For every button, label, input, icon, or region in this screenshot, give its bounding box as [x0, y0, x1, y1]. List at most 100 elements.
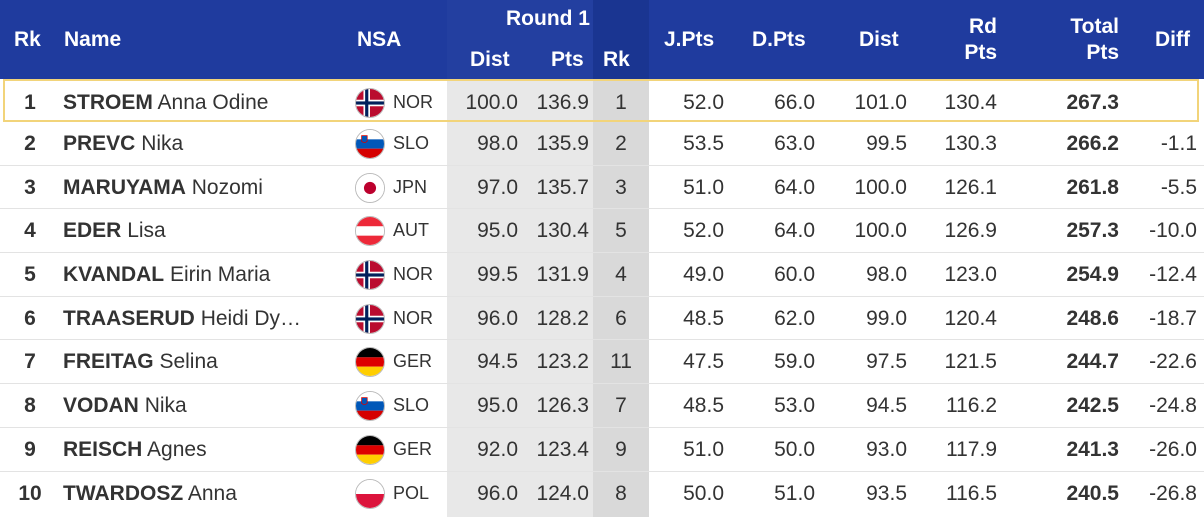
round1-pts: 136.9 [536, 91, 589, 114]
judge-pts: 47.5 [683, 350, 724, 373]
rank: 10 [18, 482, 42, 505]
round-pts: 130.4 [944, 91, 997, 114]
header-total-line1[interactable]: Total [1070, 15, 1119, 38]
germany-flag-icon [355, 347, 385, 377]
round-pts: 126.1 [944, 176, 997, 199]
round-pts: 117.9 [946, 438, 997, 461]
athlete-first-name: Selina [159, 350, 218, 373]
athlete-first-name: Lisa [127, 219, 166, 242]
nsa-code: NOR [393, 92, 433, 112]
diff: -22.6 [1149, 350, 1197, 373]
rank: 2 [24, 132, 36, 155]
slovenia-flag-icon [355, 391, 385, 421]
total-pts: 257.3 [1066, 219, 1119, 242]
round1-dist: 98.0 [477, 132, 518, 155]
athlete-name[interactable]: EDER Lisa [63, 209, 348, 252]
round1-dist: 97.0 [477, 176, 518, 199]
athlete-first-name: Nika [141, 132, 184, 155]
distance: 94.5 [866, 394, 907, 417]
header-dpts[interactable]: D.Pts [752, 28, 806, 51]
round1-pts: 123.2 [536, 350, 589, 373]
table-row[interactable]: 3 MARUYAMA Nozomi JPN 97.0 135.7 3 51.0 … [0, 165, 1204, 209]
round1-dist: 95.0 [477, 219, 518, 242]
athlete-name[interactable]: TRAASERUD Heidi Dy… [63, 297, 348, 340]
round1-rank: 1 [615, 91, 627, 114]
athlete-name[interactable]: TWARDOSZ Anna [63, 472, 348, 515]
round1-dist: 99.5 [477, 263, 518, 286]
total-pts: 244.7 [1066, 350, 1119, 373]
judge-pts: 50.0 [683, 482, 724, 505]
table-row[interactable]: 2 PREVC Nika SLO 98.0 135.9 2 53.5 63.0 … [0, 122, 1204, 165]
austria-flag-icon [355, 216, 385, 246]
distance-pts: 64.0 [774, 219, 815, 242]
table-row[interactable]: 7 FREITAG Selina GER 94.5 123.2 11 47.5 … [0, 339, 1204, 383]
header-rdpts-line2[interactable]: Pts [964, 41, 997, 64]
table-row[interactable]: 8 VODAN Nika SLO 95.0 126.3 7 48.5 53.0 … [0, 383, 1204, 427]
athlete-name[interactable]: MARUYAMA Nozomi [63, 166, 348, 209]
japan-flag-icon [355, 173, 385, 203]
header-r1-rk[interactable]: Rk [603, 48, 630, 71]
distance: 98.0 [866, 263, 907, 286]
round1-rank: 8 [615, 482, 627, 505]
table-row[interactable]: 6 TRAASERUD Heidi Dy… NOR 96.0 128.2 6 4… [0, 296, 1204, 340]
header-jpts[interactable]: J.Pts [664, 28, 715, 51]
round1-pts: 128.2 [536, 307, 589, 330]
round1-pts: 130.4 [536, 219, 589, 242]
distance-pts: 50.0 [774, 438, 815, 461]
header-nsa[interactable]: NSA [357, 28, 402, 51]
header-dist[interactable]: Dist [859, 28, 899, 51]
athlete-name[interactable]: REISCH Agnes [63, 428, 348, 471]
athlete-name[interactable]: STROEM Anna Odine [63, 81, 348, 124]
table-row[interactable]: 10 TWARDOSZ Anna POL 96.0 124.0 8 50.0 5… [0, 471, 1204, 515]
round-pts: 120.4 [944, 307, 997, 330]
round1-dist: 96.0 [477, 307, 518, 330]
athlete-first-name: Anna Odine [157, 91, 269, 114]
athlete-name[interactable]: PREVC Nika [63, 122, 348, 165]
table-row[interactable]: 4 EDER Lisa AUT 95.0 130.4 5 52.0 64.0 1… [0, 208, 1204, 252]
athlete-last-name: TWARDOSZ [63, 482, 184, 505]
athlete-name[interactable]: VODAN Nika [63, 384, 348, 427]
header-total-line2[interactable]: Pts [1086, 41, 1119, 64]
round1-dist: 94.5 [477, 350, 518, 373]
diff [1125, 81, 1197, 124]
round-pts: 121.5 [944, 350, 997, 373]
nsa-code: GER [393, 351, 433, 371]
distance-pts: 63.0 [774, 132, 815, 155]
rank: 7 [24, 350, 36, 373]
athlete-name[interactable]: FREITAG Selina [63, 340, 348, 383]
distance: 100.0 [854, 176, 907, 199]
athlete-last-name: FREITAG [63, 350, 154, 373]
header-name[interactable]: Name [64, 28, 122, 51]
header-r1-dist[interactable]: Dist [470, 48, 510, 71]
total-pts: 266.2 [1066, 132, 1119, 155]
poland-flag-icon [355, 479, 385, 509]
header-diff[interactable]: Diff [1155, 28, 1190, 51]
slovenia-flag-icon [355, 129, 385, 159]
distance-pts: 51.0 [774, 482, 815, 505]
table-row[interactable]: 9 REISCH Agnes GER 92.0 123.4 9 51.0 50.… [0, 427, 1204, 471]
total-pts: 242.5 [1066, 394, 1119, 417]
rank: 5 [24, 263, 36, 286]
round1-pts: 126.3 [536, 394, 589, 417]
round-pts: 130.3 [944, 132, 997, 155]
header-r1-pts[interactable]: Pts [551, 48, 584, 71]
round1-header-shade [447, 0, 593, 79]
header-rdpts-line1[interactable]: Rd [969, 15, 997, 38]
judge-pts: 48.5 [683, 307, 724, 330]
germany-flag-icon [355, 435, 385, 465]
athlete-first-name: Nika [144, 394, 187, 417]
round-pts: 116.5 [946, 482, 997, 505]
distance-pts: 66.0 [774, 91, 815, 114]
table-row[interactable]: 5 KVANDAL Eirin Maria NOR 99.5 131.9 4 4… [0, 252, 1204, 296]
athlete-name[interactable]: KVANDAL Eirin Maria [63, 253, 348, 296]
table-row[interactable]: 1 STROEM Anna Odine NOR 100.0 136.9 1 52… [3, 79, 1199, 122]
distance-pts: 64.0 [774, 176, 815, 199]
diff: -1.1 [1160, 132, 1197, 155]
distance-pts: 62.0 [774, 307, 815, 330]
header-rk[interactable]: Rk [14, 28, 41, 51]
round1-dist: 95.0 [477, 394, 518, 417]
round1-rank: 9 [615, 438, 627, 461]
athlete-first-name: Eirin Maria [169, 263, 271, 286]
norway-flag-icon [355, 88, 385, 118]
distance: 97.5 [866, 350, 907, 373]
